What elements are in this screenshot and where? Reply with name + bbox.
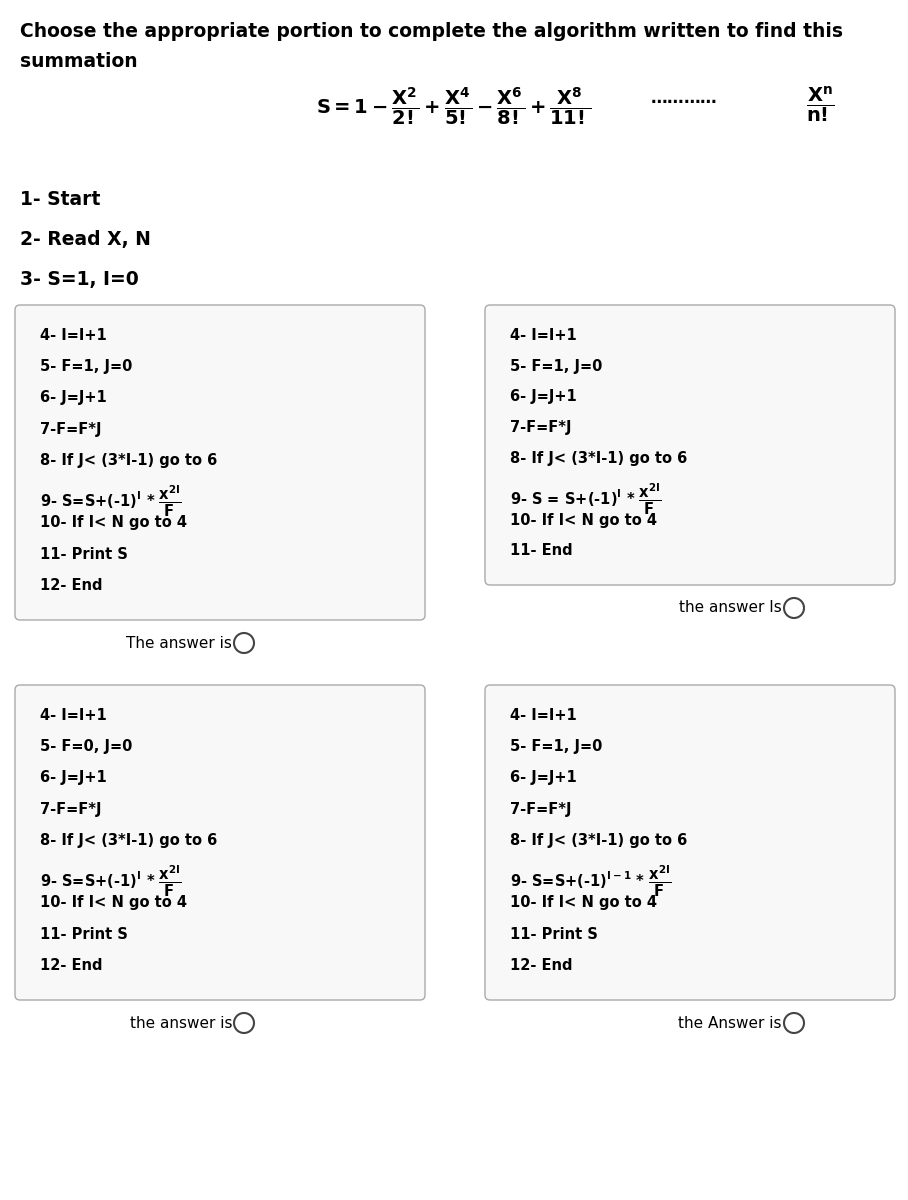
Text: 3- S=1, I=0: 3- S=1, I=0: [20, 270, 139, 289]
Text: 4- I=I+1: 4- I=I+1: [40, 328, 107, 343]
Text: $\mathbf{\cdots \cdots \cdots \cdots}$: $\mathbf{\cdots \cdots \cdots \cdots}$: [650, 91, 717, 109]
Text: Choose the appropriate portion to complete the algorithm written to find this: Choose the appropriate portion to comple…: [20, 22, 843, 41]
FancyBboxPatch shape: [15, 685, 425, 1000]
Text: 7-F=F*J: 7-F=F*J: [40, 421, 102, 437]
Text: 10- If I< N go to 4: 10- If I< N go to 4: [510, 895, 657, 911]
Text: summation: summation: [20, 52, 138, 71]
Text: 10- If I< N go to 4: 10- If I< N go to 4: [510, 512, 657, 528]
Text: 6- J=J+1: 6- J=J+1: [40, 390, 107, 406]
Text: 12- End: 12- End: [510, 958, 573, 973]
Text: $\mathbf{S = 1 - \dfrac{X^2}{2!} + \dfrac{X^4}{5!} - \dfrac{X^6}{8!} + \dfrac{X^: $\mathbf{S = 1 - \dfrac{X^2}{2!} + \dfra…: [316, 85, 592, 127]
Text: the answer Is: the answer Is: [679, 600, 782, 616]
Text: 7-F=F*J: 7-F=F*J: [510, 420, 571, 436]
Text: the answer is: the answer is: [130, 1015, 232, 1031]
Text: 11- End: 11- End: [510, 544, 573, 558]
Text: 11- Print S: 11- Print S: [40, 546, 128, 562]
Text: 7-F=F*J: 7-F=F*J: [510, 802, 571, 817]
Text: 10- If I< N go to 4: 10- If I< N go to 4: [40, 515, 187, 530]
Text: 9- S=S+(-1)$^{\mathbf{I-1}}$ * $\mathbf{\dfrac{x^{2I}}{F}}$: 9- S=S+(-1)$^{\mathbf{I-1}}$ * $\mathbf{…: [510, 864, 671, 899]
Text: 7-F=F*J: 7-F=F*J: [40, 802, 102, 817]
Text: 9- S=S+(-1)$^\mathbf{I}$ * $\mathbf{\dfrac{x^{2I}}{F}}$: 9- S=S+(-1)$^\mathbf{I}$ * $\mathbf{\dfr…: [40, 484, 182, 520]
Text: $\mathbf{\dfrac{X^n}{n!}}$: $\mathbf{\dfrac{X^n}{n!}}$: [805, 85, 834, 125]
Text: the Answer is: the Answer is: [678, 1015, 782, 1031]
Text: 9- S=S+(-1)$^\mathbf{I}$ * $\mathbf{\dfrac{x^{2I}}{F}}$: 9- S=S+(-1)$^\mathbf{I}$ * $\mathbf{\dfr…: [40, 864, 182, 899]
Text: 8- If J< (3*I-1) go to 6: 8- If J< (3*I-1) go to 6: [510, 833, 687, 848]
Text: The answer is: The answer is: [126, 636, 232, 650]
Text: 10- If I< N go to 4: 10- If I< N go to 4: [40, 895, 187, 911]
Text: 4- I=I+1: 4- I=I+1: [510, 708, 577, 722]
Text: 5- F=0, J=0: 5- F=0, J=0: [40, 739, 133, 755]
Text: 4- I=I+1: 4- I=I+1: [40, 708, 107, 722]
Text: 6- J=J+1: 6- J=J+1: [510, 770, 577, 786]
FancyBboxPatch shape: [485, 305, 895, 584]
Text: 1- Start: 1- Start: [20, 190, 101, 209]
Text: 2- Read X, N: 2- Read X, N: [20, 230, 151, 248]
FancyBboxPatch shape: [15, 305, 425, 620]
Text: 5- F=1, J=0: 5- F=1, J=0: [510, 739, 602, 755]
Text: 8- If J< (3*I-1) go to 6: 8- If J< (3*I-1) go to 6: [510, 451, 687, 466]
Text: 5- F=1, J=0: 5- F=1, J=0: [40, 359, 133, 374]
Text: 6- J=J+1: 6- J=J+1: [40, 770, 107, 786]
Text: 4- I=I+1: 4- I=I+1: [510, 328, 577, 343]
Text: 11- Print S: 11- Print S: [40, 926, 128, 942]
FancyBboxPatch shape: [485, 685, 895, 1000]
Text: 11- Print S: 11- Print S: [510, 926, 597, 942]
Text: 12- End: 12- End: [40, 958, 103, 973]
Text: 9- S = S+(-1)$^\mathbf{I}$ * $\mathbf{\dfrac{x^{2I}}{F}}$: 9- S = S+(-1)$^\mathbf{I}$ * $\mathbf{\d…: [510, 481, 662, 517]
Text: 8- If J< (3*I-1) go to 6: 8- If J< (3*I-1) go to 6: [40, 452, 217, 468]
Text: 12- End: 12- End: [40, 577, 103, 593]
Text: 6- J=J+1: 6- J=J+1: [510, 390, 577, 404]
Text: 8- If J< (3*I-1) go to 6: 8- If J< (3*I-1) go to 6: [40, 833, 217, 848]
Text: 5- F=1, J=0: 5- F=1, J=0: [510, 359, 602, 373]
